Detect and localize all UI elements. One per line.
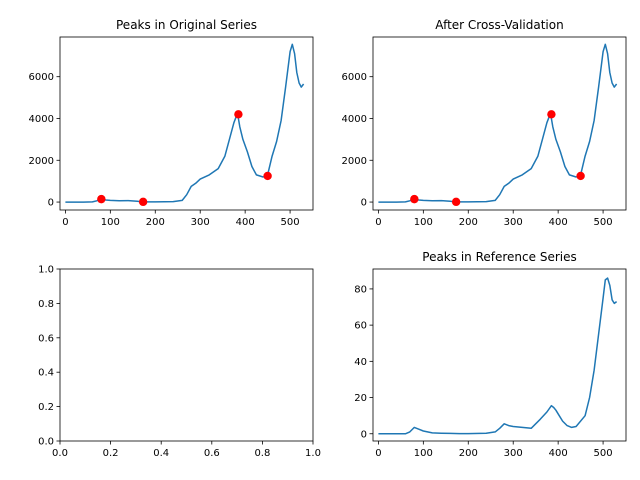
y-tick-label: 4000 — [29, 114, 54, 125]
x-tick-label: 0.0 — [52, 448, 68, 459]
y-tick-label: 40 — [354, 357, 367, 368]
x-tick-label: 100 — [414, 448, 433, 459]
y-tick-label: 2000 — [29, 156, 54, 167]
y-tick-label: 4000 — [342, 114, 367, 125]
peak-marker — [451, 197, 461, 207]
peak-marker — [138, 197, 148, 207]
y-tick-label: 6000 — [342, 72, 367, 83]
y-tick-label: 0 — [361, 429, 367, 440]
series-line — [65, 43, 305, 203]
peak-marker — [97, 194, 106, 204]
x-tick-label: 200 — [146, 217, 165, 228]
y-tick-label: 80 — [354, 284, 367, 295]
y-tick-label: 0.6 — [38, 333, 54, 344]
x-tick-label: 500 — [594, 217, 613, 228]
y-tick-label: 6000 — [29, 72, 54, 83]
axes-frame — [372, 268, 627, 442]
x-tick-label: 400 — [236, 217, 255, 228]
peak-marker — [576, 171, 585, 181]
peak-marker — [234, 110, 243, 119]
x-tick-label: 500 — [281, 217, 300, 228]
y-tick-label: 0 — [361, 198, 367, 209]
x-tick-label: 300 — [191, 217, 210, 228]
peak-marker — [263, 171, 272, 181]
y-tick-label: 0.4 — [38, 368, 54, 379]
x-tick-label: 300 — [504, 448, 523, 459]
x-tick-label: 0 — [375, 448, 381, 459]
x-tick-label: 0 — [375, 217, 381, 228]
x-tick-label: 400 — [549, 217, 568, 228]
y-tick-label: 0 — [48, 198, 54, 209]
x-tick-label: 0 — [62, 217, 68, 228]
x-tick-label: 0.4 — [153, 448, 169, 459]
x-tick-label: 0.8 — [254, 448, 270, 459]
x-tick-label: 100 — [414, 217, 433, 228]
y-tick-label: 1.0 — [38, 265, 54, 276]
subplot-after-cross-validation: After Cross-Validation 0 100 200 300 400 500 0… — [342, 18, 627, 228]
axes-frame — [372, 36, 627, 211]
subplot-title: After Cross-Validation — [435, 18, 563, 32]
y-tick-label: 0.0 — [38, 437, 54, 448]
x-tick-label: 300 — [504, 217, 523, 228]
y-tick-label: 0.2 — [38, 402, 54, 413]
x-tick-label: 500 — [594, 448, 613, 459]
x-tick-label: 100 — [101, 217, 120, 228]
x-tick-label: 400 — [549, 448, 568, 459]
y-tick-label: 60 — [354, 321, 367, 332]
subplot-empty: 0.0 0.2 0.4 0.6 0.8 1.0 0.0 0.2 0.4 0.6 0.8 1.0 — [38, 265, 321, 460]
peak-marker — [410, 194, 419, 204]
y-tick-label: 2000 — [342, 156, 367, 167]
x-tick-label: 200 — [459, 448, 478, 459]
series-line — [378, 277, 618, 435]
subplot-peaks-original: Peaks in Original Series 0 100 200 300 400 50… — [29, 18, 314, 228]
axes-frame — [59, 268, 314, 442]
subplot-title: Peaks in Original Series — [116, 18, 257, 32]
y-tick-label: 20 — [354, 393, 367, 404]
subplot-title: Peaks in Reference Series — [422, 250, 576, 264]
x-tick-label: 200 — [459, 217, 478, 228]
y-tick-label: 0.8 — [38, 299, 54, 310]
peak-marker — [547, 110, 556, 119]
series-line — [378, 43, 618, 203]
x-tick-label: 0.2 — [103, 448, 119, 459]
x-tick-label: 1.0 — [305, 448, 321, 459]
axes-frame — [59, 36, 314, 211]
subplot-peaks-reference: Peaks in Reference Series 0 100 200 300 400 5… — [354, 250, 627, 459]
x-tick-label: 0.6 — [204, 448, 220, 459]
